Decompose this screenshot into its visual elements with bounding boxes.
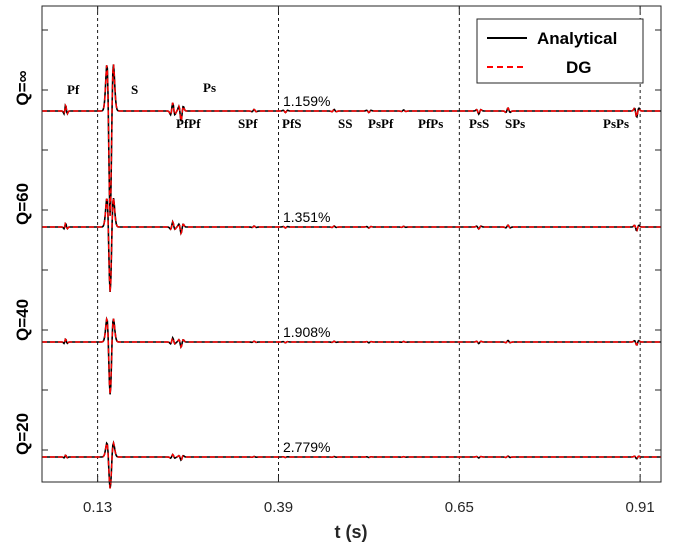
phase-label-ps: Ps: [203, 80, 216, 95]
phase-label-psps: PsPs: [603, 116, 629, 131]
x-axis-label: t (s): [335, 522, 368, 542]
misfit-label-0: 1.159%: [283, 93, 330, 109]
misfit-label-2: 1.908%: [283, 324, 330, 340]
legend-box: [476, 18, 644, 84]
phase-label-pf: Pf: [67, 82, 80, 97]
phase-label-pss: PsS: [469, 116, 489, 131]
misfit-labels: 1.159% 1.351% 1.908% 2.779%: [283, 93, 330, 455]
x-ticks: 0.13 0.39 0.65 0.91: [42, 6, 661, 516]
axes-box: [41, 5, 662, 483]
phase-label-pfpf: PfPf: [176, 116, 201, 131]
row-labels: Q=∞ Q=60 Q=40 Q=20: [13, 70, 32, 455]
dg-trace-0: [42, 64, 661, 216]
phase-label-ss: SS: [338, 116, 352, 131]
x-tick-label-1: 0.39: [264, 499, 293, 516]
phase-label-s: S: [131, 82, 138, 97]
x-tick-label-3: 0.91: [626, 499, 655, 516]
row-label-0: Q=∞: [13, 70, 32, 105]
phase-label-sps: SPs: [505, 116, 525, 131]
phase-label-spf: SPf: [238, 116, 258, 131]
dg-trace-3: [42, 440, 661, 489]
misfit-label-1: 1.351%: [283, 209, 330, 225]
misfit-label-3: 2.779%: [283, 439, 330, 455]
phase-label-pfs: PfS: [282, 116, 302, 131]
row-label-1: Q=60: [13, 183, 32, 225]
traces: [42, 64, 661, 489]
x-tick-label-2: 0.65: [445, 499, 474, 516]
vertical-lines: [97, 6, 641, 482]
row-label-2: Q=40: [13, 299, 32, 341]
phase-label-pfps: PfPs: [418, 116, 443, 131]
x-tick-label-0: 0.13: [83, 499, 112, 516]
row-label-3: Q=20: [13, 413, 32, 455]
legend-label-0: Analytical: [537, 29, 617, 48]
dg-trace-1: [42, 198, 661, 293]
legend-label-1: DG: [566, 58, 592, 77]
dg-trace-2: [42, 316, 661, 395]
legend: Analytical DG: [476, 18, 644, 84]
phase-label-pspf: PsPf: [368, 116, 394, 131]
